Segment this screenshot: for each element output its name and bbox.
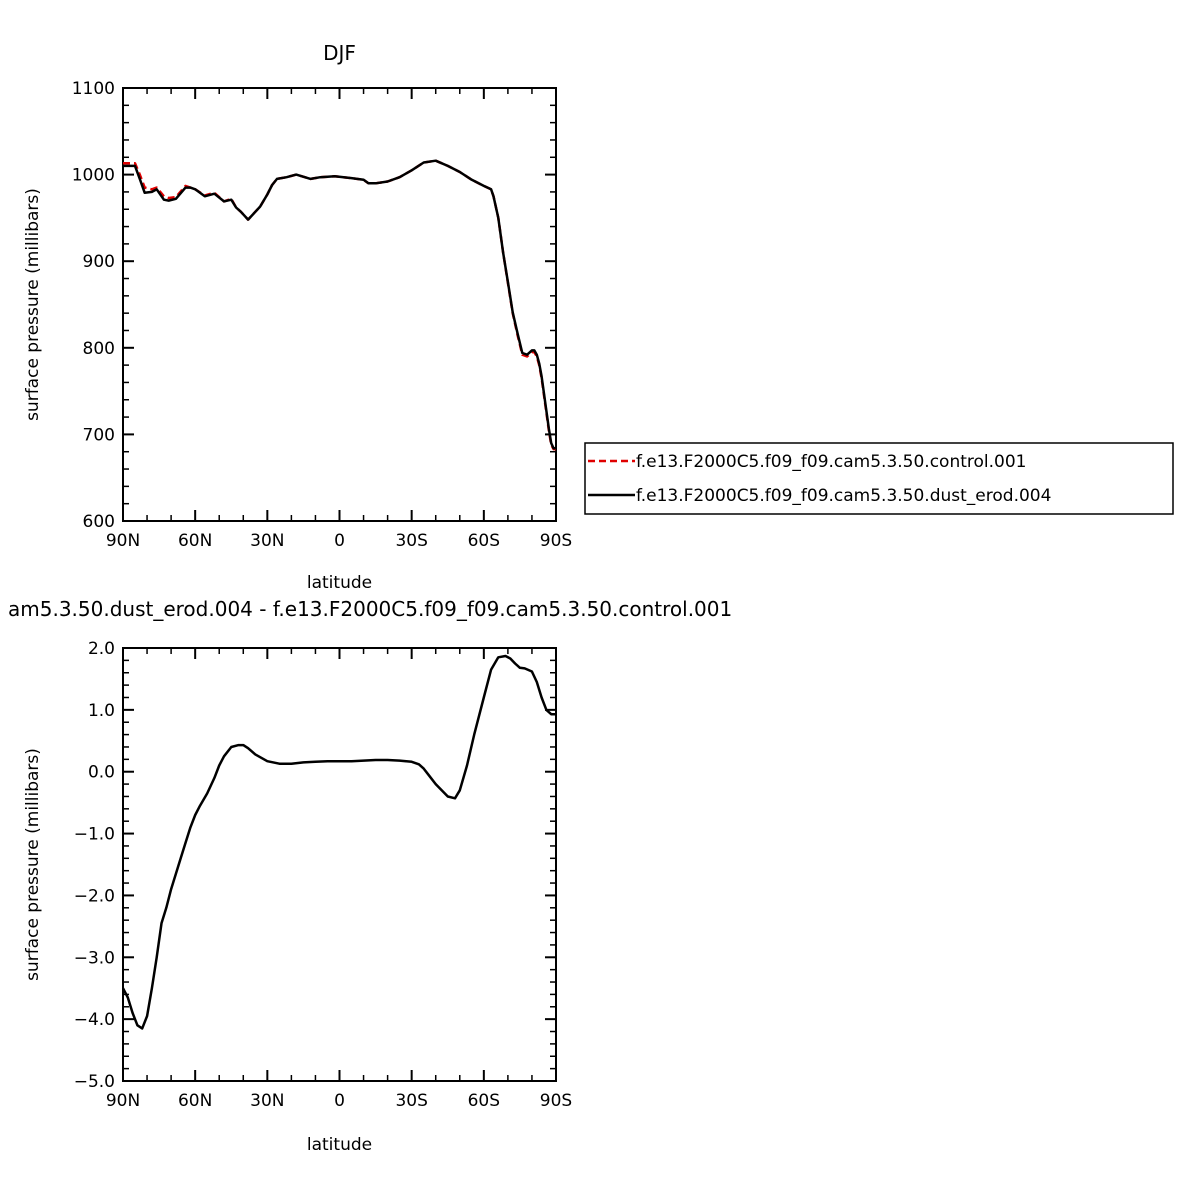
legend-label-1: f.e13.F2000C5.f09_f09.cam5.3.50.control.…	[636, 452, 1027, 472]
x-tick-label: 90S	[540, 531, 572, 551]
x-tick-label: 60S	[468, 531, 500, 551]
plot-frame	[122, 87, 557, 522]
x-tick-label: 0	[334, 1091, 345, 1111]
legend: f.e13.F2000C5.f09_f09.cam5.3.50.control.…	[584, 442, 1174, 515]
x-axis-label: latitude	[307, 1135, 372, 1155]
chart-title: am5.3.50.dust_erod.004 - f.e13.F2000C5.f…	[8, 597, 732, 621]
legend-label-2: f.e13.F2000C5.f09_f09.cam5.3.50.dust_ero…	[636, 486, 1051, 506]
y-tick-label: −5.0	[74, 1072, 115, 1092]
x-tick-label: 90N	[106, 1091, 140, 1111]
legend-box	[584, 442, 1174, 515]
y-tick-label: 700	[83, 425, 115, 445]
y-tick-label: 900	[83, 252, 115, 272]
y-tick-label: 1100	[72, 79, 115, 99]
y-tick-label: −1.0	[74, 825, 115, 845]
y-tick-label: 1000	[72, 166, 115, 186]
x-tick-label: 60N	[178, 1091, 212, 1111]
y-tick-label: 0.0	[88, 763, 115, 783]
x-tick-label: 30N	[250, 1091, 284, 1111]
y-tick-label: 600	[83, 512, 115, 532]
plot-frame	[122, 647, 557, 1082]
x-tick-label: 0	[334, 531, 345, 551]
chart-title: DJF	[323, 41, 356, 65]
series-line-1	[123, 159, 556, 451]
y-axis-label: surface pressure (millibars)	[23, 748, 43, 981]
y-tick-label: −2.0	[74, 886, 115, 906]
y-tick-label: 800	[83, 339, 115, 359]
y-tick-label: −3.0	[74, 948, 115, 968]
x-tick-label: 90N	[106, 531, 140, 551]
x-tick-label: 60N	[178, 531, 212, 551]
y-tick-label: −4.0	[74, 1010, 115, 1030]
series-line-2	[123, 159, 556, 450]
series-line-1	[121, 654, 556, 1030]
chart-panel-1: 90N 60N 30N 0 30S 60S 90S 600 700 800 900 1000 1100 l…	[23, 41, 572, 593]
x-tick-label: 90S	[540, 1091, 572, 1111]
x-axis-label: latitude	[307, 573, 372, 593]
y-tick-label: 1.0	[88, 701, 115, 721]
x-tick-label: 60S	[468, 1091, 500, 1111]
x-tick-label: 30S	[395, 1091, 427, 1111]
x-tick-label: 30N	[250, 531, 284, 551]
chart-panel-2: 90N 60N 30N 0 30S 60S 90S −5.0 −4.0 −3.0 −2.0 −1.0 0…	[8, 597, 732, 1155]
y-axis-label: surface pressure (millibars)	[23, 188, 43, 421]
y-tick-label: 2.0	[88, 639, 115, 659]
x-tick-label: 30S	[395, 531, 427, 551]
